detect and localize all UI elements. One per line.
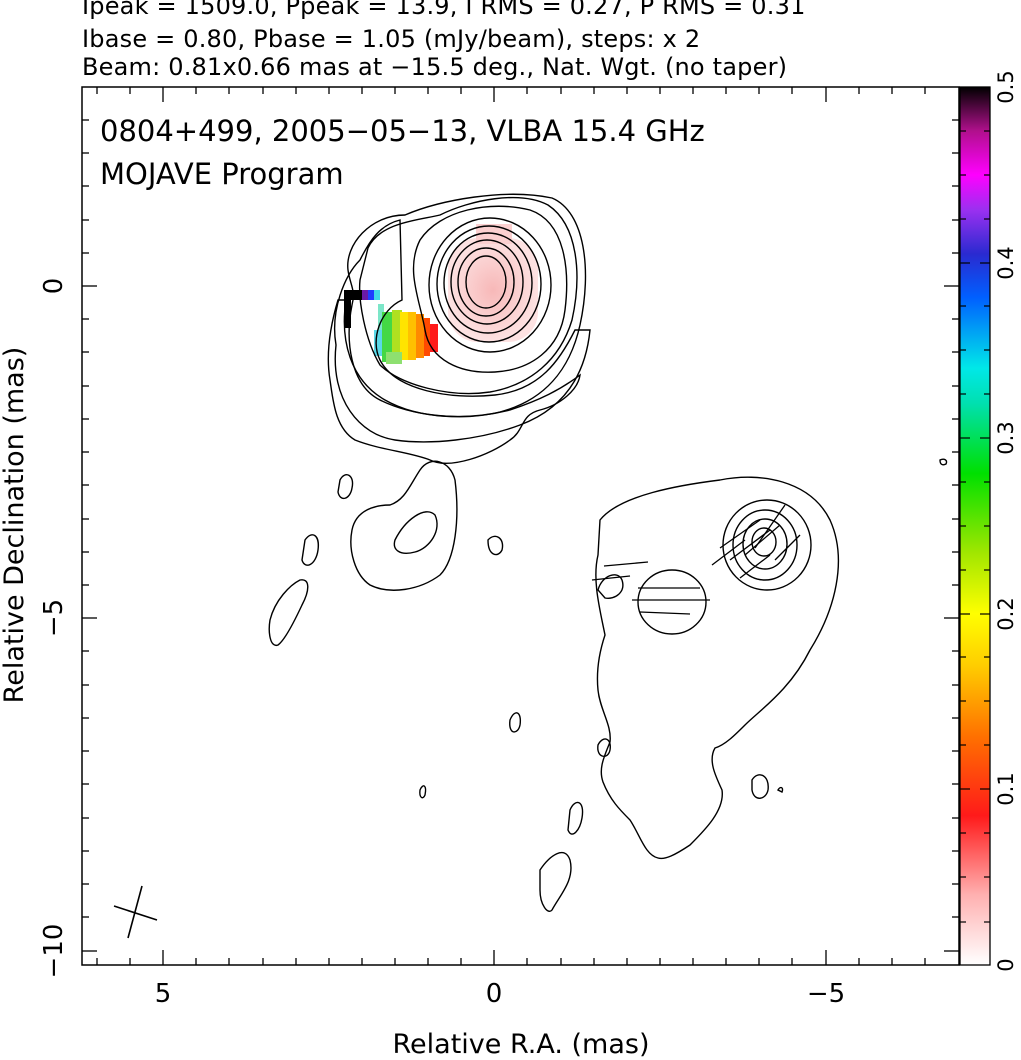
x-axis-label: Relative R.A. (mas) (393, 1029, 650, 1060)
colorbar-tick-label: 0.2 (994, 597, 1018, 630)
colorbar: 0 0.1 0.2 0.3 0.4 0.5 (959, 70, 1018, 972)
x-tick-label: −5 (807, 979, 845, 1009)
beam-cross (113, 885, 158, 939)
x-tick-label: 5 (155, 979, 172, 1009)
axis-ticks (82, 87, 959, 965)
y-tick-label: −5 (39, 599, 69, 637)
header-beam-line: Beam: 0.81x0.66 mas at −15.5 deg., Nat. … (82, 53, 788, 81)
colorbar-tick-label: 0.5 (994, 70, 1018, 103)
header-base-line: Ibase = 0.80, Pbase = 1.05 (mJy/beam), s… (82, 25, 701, 53)
colorbar-tick-label: 0.3 (994, 421, 1018, 454)
y-tick-label: 0 (39, 278, 69, 295)
y-tick-label: −10 (39, 924, 69, 979)
colorbar-tick-label: 0 (994, 958, 1018, 971)
x-tick-label: 0 (486, 979, 503, 1009)
source-title: 0804+499, 2005−05−13, VLBA 15.4 GHz (100, 114, 705, 148)
evpa-vectors (591, 504, 801, 615)
header-stats-line: Ipeak = 1509.0, Ppeak = 13.9, I RMS = 0.… (82, 0, 806, 20)
intensity-contours (268, 193, 948, 912)
plot-frame (81, 86, 960, 966)
colorbar-tick-label: 0.4 (994, 246, 1018, 279)
y-axis-label: Relative Declination (mas) (0, 347, 30, 704)
colorbar-tick-label: 0.1 (994, 772, 1018, 805)
program-title: MOJAVE Program (100, 157, 344, 191)
